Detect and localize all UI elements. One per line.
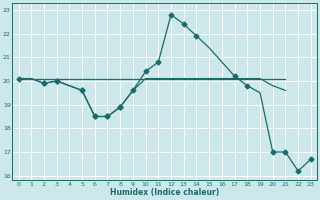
X-axis label: Humidex (Indice chaleur): Humidex (Indice chaleur) [110, 188, 219, 197]
